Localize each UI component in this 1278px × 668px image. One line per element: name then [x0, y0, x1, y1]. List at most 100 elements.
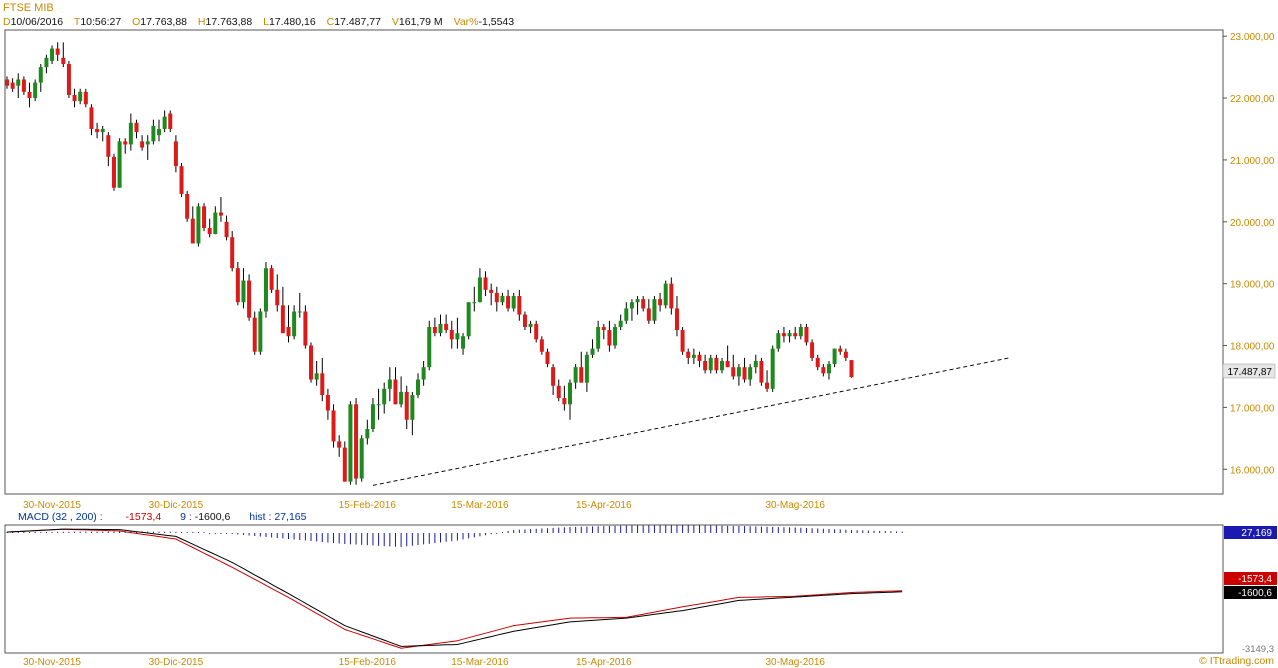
candle — [432, 317, 437, 337]
x-tick-label: 30-Dic-2015 — [149, 657, 204, 668]
candle — [33, 79, 38, 102]
candle — [179, 163, 184, 198]
x-tick-label: 15-Apr-2016 — [576, 500, 632, 511]
candle — [421, 360, 426, 386]
candle — [517, 289, 522, 321]
candle — [731, 354, 736, 380]
candle — [314, 360, 319, 386]
candle — [494, 286, 499, 312]
candle — [21, 76, 26, 95]
candle — [776, 330, 781, 352]
y-tick-label: 23.000,00 — [1230, 32, 1275, 43]
x-tick-label: 15-Feb-2016 — [339, 657, 397, 668]
candle — [95, 122, 100, 139]
candle — [551, 364, 556, 396]
y-tick-label: 20.000,00 — [1230, 218, 1275, 229]
candle — [218, 197, 223, 222]
candle — [207, 218, 212, 238]
quote-label: V — [391, 16, 399, 28]
candle — [815, 354, 820, 371]
candle — [821, 364, 826, 377]
y-tick-label: 17.000,00 — [1230, 403, 1275, 414]
candle — [337, 435, 342, 457]
candle — [415, 373, 420, 399]
quote-info-bar: D10/06/2016 T10:56:27 O17.763,88 H17.763… — [3, 16, 522, 28]
candle — [500, 292, 505, 306]
candle — [770, 345, 775, 392]
candle — [325, 388, 330, 420]
candle — [641, 296, 646, 312]
candle — [365, 419, 370, 445]
candle — [61, 42, 66, 68]
candle — [342, 441, 347, 482]
candle — [793, 326, 798, 340]
candle — [370, 398, 375, 433]
macd-label: -1573,4 — [1238, 574, 1272, 585]
candle — [145, 135, 150, 160]
candle — [162, 110, 167, 133]
y-tick-label: 21.000,00 — [1230, 156, 1275, 167]
y-tick-label: 22.000,00 — [1230, 94, 1275, 105]
candle — [269, 265, 274, 293]
hist-value: 27,165 — [274, 511, 307, 523]
candle — [393, 367, 398, 405]
candle — [89, 104, 94, 136]
candle — [427, 320, 432, 371]
candle — [44, 54, 49, 74]
macd-title: MACD — [18, 511, 49, 523]
x-tick-label: 30-Mag-2016 — [765, 500, 825, 511]
candle — [686, 348, 691, 365]
macd-value-label: -1573,4 — [1224, 572, 1277, 585]
candle — [50, 45, 55, 65]
candle — [798, 323, 803, 340]
candle — [742, 357, 747, 383]
candle — [579, 351, 584, 383]
candle — [382, 382, 387, 414]
quote-label: H — [197, 16, 206, 28]
candle — [697, 351, 702, 368]
candle — [472, 286, 477, 312]
candle — [804, 323, 809, 346]
candle — [27, 82, 32, 108]
candle — [539, 336, 544, 355]
candle — [708, 354, 713, 374]
last-price-label: 17.487,87 — [1228, 367, 1273, 378]
candle — [241, 268, 246, 309]
y-tick-label: 19.000,00 — [1230, 280, 1275, 291]
candle — [618, 314, 623, 331]
candle — [759, 357, 764, 386]
candle — [787, 330, 792, 343]
macd-value: -1573,4 — [125, 511, 162, 523]
candle — [607, 320, 612, 352]
candle — [10, 78, 15, 92]
candle — [455, 317, 460, 349]
copyright: © ITtrading.com — [1199, 655, 1274, 667]
quote-value: 17.487,77 — [334, 16, 381, 28]
macd-header: MACD (32 , 200) : -1573,4 9 : -1600,6 hi… — [18, 511, 306, 523]
candle — [106, 132, 111, 167]
candle — [202, 203, 207, 232]
x-tick-label: 15-Mar-2016 — [451, 500, 509, 511]
x-tick-label: 30-Dic-2015 — [149, 500, 204, 511]
candle — [838, 345, 843, 355]
candle — [725, 345, 730, 368]
candle — [748, 364, 753, 386]
quote-value: 10/06/2016 — [10, 16, 64, 28]
candle — [134, 119, 139, 139]
x-tick-label: 15-Feb-2016 — [339, 500, 397, 511]
y-tick-label: 16.000,00 — [1230, 465, 1275, 476]
candle — [528, 320, 533, 334]
candle — [55, 42, 60, 61]
quote-label: T — [73, 16, 81, 28]
candle — [297, 292, 302, 318]
candle — [286, 305, 291, 343]
hist-value-label: 27,169 — [1224, 526, 1277, 539]
candle — [280, 286, 285, 334]
candle — [111, 153, 116, 191]
macd-panel-frame — [4, 524, 1224, 654]
quote-label: L — [263, 16, 269, 28]
candle — [213, 206, 218, 235]
trendline — [372, 357, 1010, 486]
macd-y-tick: -3149,3 — [1242, 644, 1274, 655]
